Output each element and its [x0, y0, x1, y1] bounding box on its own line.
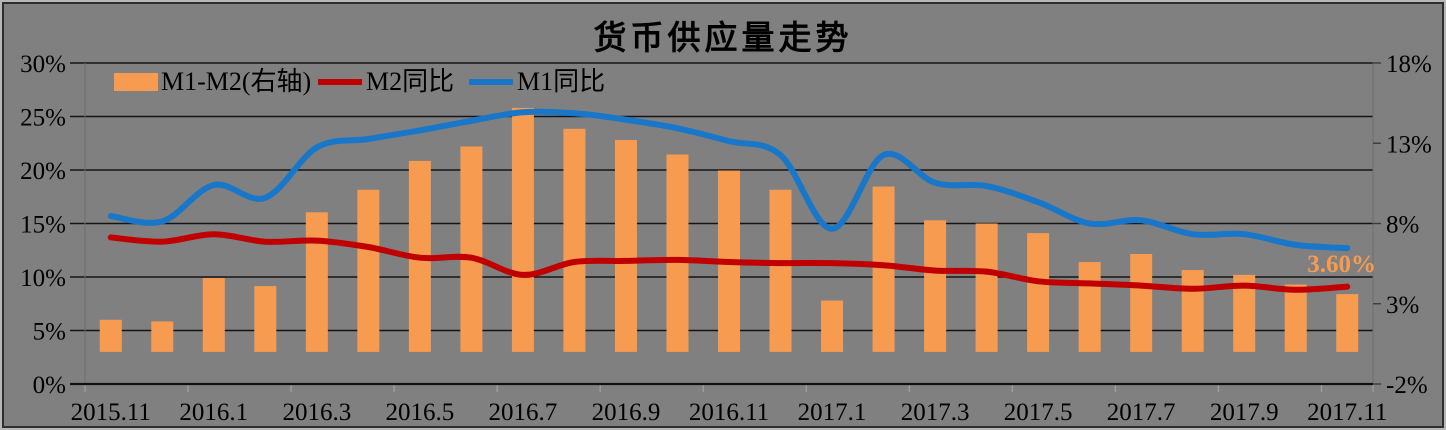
bar-m1-minus-m2 [1078, 262, 1101, 352]
y-axis-right-tick-label: 3% [1386, 292, 1419, 319]
x-axis-tick-label: 2015.11 [71, 399, 151, 426]
y-axis-left-tick-label: 0% [33, 372, 66, 399]
bar-m1-minus-m2 [924, 220, 947, 352]
legend-label: M1同比 [517, 67, 606, 96]
x-axis-tick-label: 2017.11 [1307, 399, 1387, 426]
legend-label: M2同比 [366, 67, 455, 96]
bar-m1-minus-m2 [99, 319, 122, 352]
legend-line-swatch-icon [469, 79, 513, 85]
bar-m1-minus-m2 [254, 286, 277, 352]
x-axis-tick-label: 2016.7 [489, 399, 558, 426]
y-axis-left-tick-label: 10% [20, 265, 66, 292]
x-axis-tick-label: 2016.1 [179, 399, 248, 426]
y-axis-right-tick-label: 18% [1386, 51, 1432, 78]
legend-item-m1-yoy[interactable]: M1同比 [469, 67, 605, 97]
y-axis-left-tick-label: 25% [20, 105, 66, 132]
bar-m1-minus-m2 [460, 146, 483, 352]
x-axis-tick-label: 2017.1 [798, 399, 867, 426]
bar-m1-minus-m2 [1130, 253, 1153, 352]
legend-bar-swatch-icon [114, 73, 158, 91]
bar-m1-minus-m2 [202, 278, 225, 352]
bar-m1-minus-m2 [975, 223, 998, 352]
bar-m1-minus-m2 [1181, 270, 1204, 352]
chart-title: 货币供应量走势 [593, 21, 853, 57]
y-axis-right-tick-label: 13% [1386, 131, 1432, 158]
y-axis-left-tick-label: 20% [20, 158, 66, 185]
y-axis-left-tick-label: 5% [33, 319, 66, 346]
bar-m1-minus-m2 [614, 140, 637, 352]
bar-m1-minus-m2 [769, 189, 792, 352]
x-axis-tick-label: 2017.7 [1107, 399, 1176, 426]
bar-m1-minus-m2 [151, 321, 174, 352]
x-axis-tick-label: 2017.3 [901, 399, 970, 426]
bar-m1-minus-m2 [511, 107, 534, 352]
last-value-label: 3.60% [1307, 251, 1376, 278]
bar-m1-minus-m2 [305, 212, 328, 352]
legend-label: M1-M2(右轴) [161, 67, 312, 96]
x-axis-tick-label: 2016.5 [386, 399, 455, 426]
legend-item-m2-yoy[interactable]: M2同比 [318, 67, 454, 97]
bar-m1-minus-m2 [1336, 294, 1359, 352]
y-axis-right-tick-label: -2% [1386, 372, 1428, 399]
bar-m1-minus-m2 [357, 189, 380, 352]
line-m2-yoy [107, 231, 1351, 293]
line-m1-yoy [107, 108, 1351, 252]
x-axis-tick-label: 2017.5 [1004, 399, 1073, 426]
bar-m1-minus-m2 [1233, 274, 1256, 352]
bar-m1-minus-m2 [1027, 233, 1050, 352]
bar-m1-minus-m2 [821, 300, 844, 352]
y-axis-right-tick-label: 8% [1386, 212, 1419, 239]
bar-m1-minus-m2 [666, 154, 689, 352]
x-axis-tick-label: 2016.11 [689, 399, 769, 426]
y-axis-left-tick-label: 30% [20, 51, 66, 78]
bar-m1-minus-m2 [1284, 284, 1307, 352]
bar-m1-minus-m2 [563, 128, 586, 352]
legend-line-swatch-icon [318, 79, 362, 85]
x-axis-tick-label: 2016.3 [282, 399, 351, 426]
x-axis-tick-label: 2016.9 [592, 399, 661, 426]
bar-m1-minus-m2 [872, 186, 895, 352]
legend-item-m1-m2[interactable]: M1-M2(右轴) [114, 67, 311, 97]
x-axis-tick-label: 2017.9 [1210, 399, 1279, 426]
y-axis-left-tick-label: 15% [20, 212, 66, 239]
legend: M1-M2(右轴) M2同比 M1同比 [0, 67, 1446, 97]
